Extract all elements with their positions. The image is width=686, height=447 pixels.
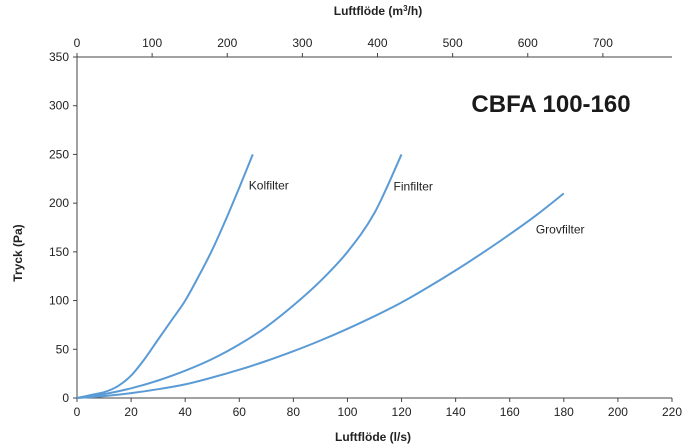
y-axis-title: Tryck (Pa): [11, 224, 25, 281]
x-tick-label: 40: [179, 405, 193, 419]
y-tick-label: 200: [49, 196, 69, 210]
x-tick-label: 80: [287, 405, 301, 419]
x2-tick-label: 500: [443, 36, 463, 50]
x-tick-label: 120: [392, 405, 412, 419]
y-tick-label: 0: [62, 391, 69, 405]
y-tick-label: 250: [49, 147, 69, 161]
y-tick-label: 300: [49, 99, 69, 113]
series-label-kolfilter: Kolfilter: [249, 178, 289, 192]
y-tick-label: 150: [49, 245, 69, 259]
x2-tick-label: 200: [217, 36, 237, 50]
axes: [73, 53, 673, 402]
x-tick-label: 160: [500, 405, 520, 419]
x2-tick-label: 600: [518, 36, 538, 50]
x-axis-title: Luftflöde (l/s): [335, 430, 411, 444]
x-tick-label: 100: [337, 405, 357, 419]
series-line-finfilter: [76, 153, 403, 399]
x-tick-label: 20: [124, 405, 138, 419]
y-tick-label: 350: [49, 50, 69, 64]
y-tick-label: 50: [56, 342, 70, 356]
x-tick-label: 200: [608, 405, 628, 419]
series-line-kolfilter: [76, 154, 254, 399]
x2-tick-label: 400: [367, 36, 387, 50]
tick-labels: 0 20 40 60 80 100 120 140 160 180 200 220 0 50 100 150 2…: [49, 36, 682, 419]
series-labels: Kolfilter Finfilter Grovfilter: [249, 178, 585, 236]
x2-tick-label: 300: [292, 36, 312, 50]
x-tick-label: 140: [446, 405, 466, 419]
x2-tick-label: 0: [74, 36, 81, 50]
chart-annotation-badge: CBFA 100-160: [471, 91, 630, 118]
x-tick-label: 0: [74, 405, 81, 419]
series-label-finfilter: Finfilter: [394, 179, 433, 193]
series-lines: [76, 153, 565, 399]
x-tick-label: 180: [554, 405, 574, 419]
x-tick-label: 60: [233, 405, 247, 419]
x-tick-label: 220: [662, 405, 682, 419]
series-line-grovfilter: [76, 192, 565, 399]
y-tick-label: 100: [49, 294, 69, 308]
x2-tick-label: 100: [142, 36, 162, 50]
series-label-grovfilter: Grovfilter: [536, 222, 585, 236]
x2-axis-title: Luftflöde (m3/h): [334, 4, 422, 19]
x2-tick-label: 700: [593, 36, 613, 50]
